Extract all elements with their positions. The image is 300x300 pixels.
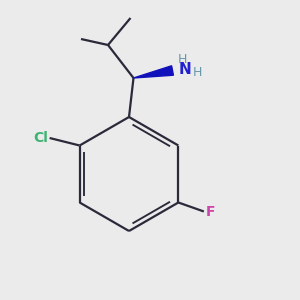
Text: N: N <box>178 61 191 76</box>
Text: F: F <box>206 205 215 218</box>
Text: H: H <box>192 66 202 79</box>
Text: H: H <box>177 53 187 66</box>
Text: Cl: Cl <box>33 131 48 145</box>
Polygon shape <box>134 66 173 78</box>
